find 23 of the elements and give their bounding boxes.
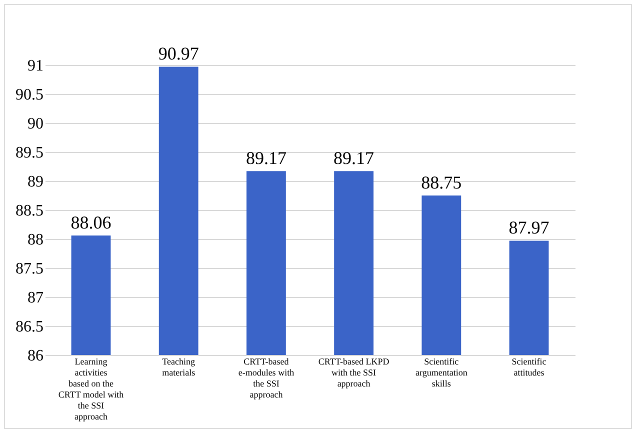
- y-tick-label: 87: [28, 290, 44, 306]
- data-label: 88.75: [421, 172, 462, 192]
- x-tick-label: Scientific attitudes: [512, 356, 546, 378]
- y-tick-label: 86: [28, 348, 44, 364]
- y-tick-label: 90: [28, 116, 44, 132]
- x-tick-label: CRTT-based e-modules with the SSI approach: [238, 356, 295, 400]
- y-tick-label: 86.5: [16, 318, 44, 336]
- x-tick-label: CRTT-based LKPD with the SSI approach: [318, 356, 390, 388]
- y-tick-label: 88.5: [16, 202, 44, 220]
- y-tick-label: 88: [28, 232, 44, 248]
- x-tick-label: Learning activities based on the CRTT model with the SSI approach: [58, 356, 124, 422]
- x-tick-label: Scientific argumentation skills: [415, 356, 468, 388]
- data-label: 89.17: [334, 148, 374, 168]
- data-label: 90.97: [158, 44, 199, 64]
- y-tick-label: 87.5: [16, 260, 44, 278]
- y-tick-label: 89: [28, 174, 44, 190]
- y-tick-label: 91: [28, 58, 44, 74]
- data-label: 89.17: [246, 148, 286, 168]
- data-label: 87.97: [508, 218, 550, 238]
- y-tick-label: 90.5: [16, 86, 44, 104]
- data-label: 88.06: [70, 212, 112, 233]
- x-tick-label: Teaching materials: [162, 356, 196, 378]
- y-tick-label: 89.5: [16, 144, 44, 162]
